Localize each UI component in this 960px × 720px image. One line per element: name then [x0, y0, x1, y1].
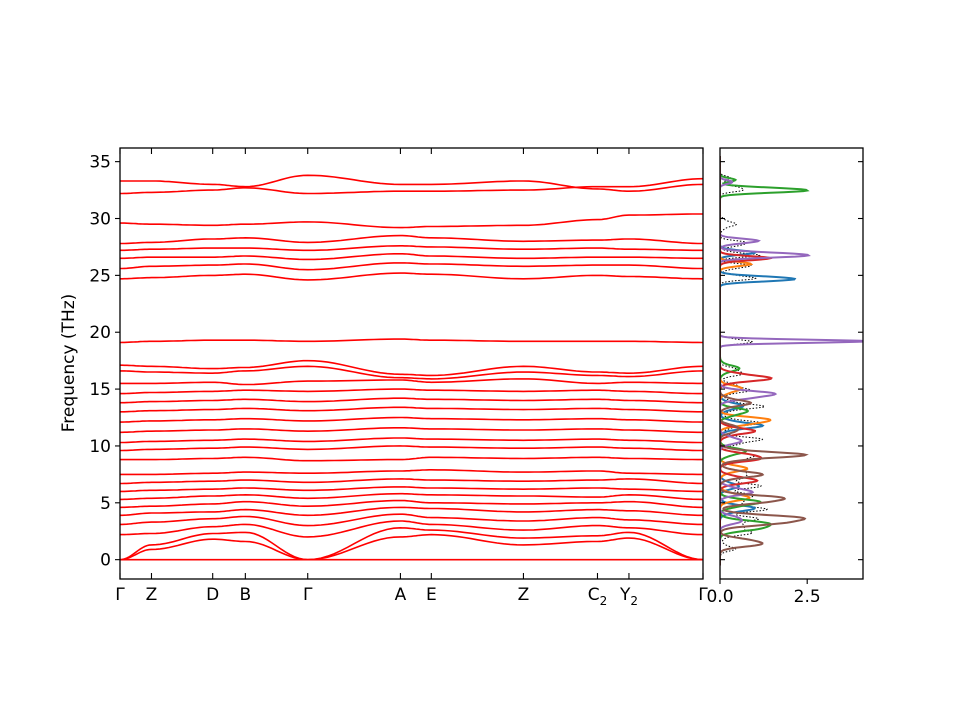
- band-line: [120, 533, 703, 561]
- high-symmetry-label: B: [240, 585, 252, 605]
- high-symmetry-label: Γ: [698, 585, 708, 605]
- band-line: [120, 499, 703, 509]
- band-line: [120, 174, 703, 192]
- dos-axis-ticks: 0.0 2.5: [706, 161, 863, 607]
- high-symmetry-label: Z: [146, 585, 158, 605]
- y-tick-label: 25: [89, 266, 111, 286]
- band-line: [120, 526, 703, 561]
- band-line: [120, 177, 703, 195]
- dos-x-tick-label: 2.5: [794, 587, 821, 607]
- band-lines: [120, 174, 703, 561]
- band-line: [120, 272, 703, 281]
- band-line: [120, 492, 703, 501]
- band-line: [120, 213, 703, 229]
- band-line: [120, 262, 703, 271]
- band-line: [120, 388, 703, 395]
- dos-x-tick-label: 0.0: [706, 587, 733, 607]
- y-tick-label: 20: [89, 323, 111, 343]
- y-tick-label: 30: [89, 210, 111, 230]
- high-symmetry-label: A: [395, 585, 407, 605]
- band-line: [120, 365, 703, 380]
- projected-dos-line: [720, 156, 809, 566]
- band-line: [120, 397, 703, 404]
- y-tick-label: 5: [100, 494, 111, 514]
- band-line: [120, 513, 703, 527]
- projected-dos-line: [720, 156, 772, 566]
- dos-axes-frame: [719, 147, 864, 580]
- band-line: [120, 338, 703, 344]
- band-line: [120, 445, 703, 452]
- band-line: [120, 456, 703, 462]
- y-tick-label: 0: [100, 551, 111, 571]
- band-line: [120, 437, 703, 444]
- high-symmetry-label: Z: [518, 585, 530, 605]
- band-line: [120, 469, 703, 476]
- band-axes-frame: [119, 147, 704, 580]
- band-line: [120, 416, 703, 423]
- high-symmetry-label: D: [206, 585, 219, 605]
- band-line: [120, 359, 703, 377]
- band-line: [120, 486, 703, 493]
- band-line: [120, 253, 703, 261]
- band-line: [120, 427, 703, 434]
- high-symmetry-label: E: [426, 585, 437, 605]
- y-axis-label: Frequency (THz): [59, 294, 79, 433]
- band-line: [120, 234, 703, 245]
- high-symmetry-label: Γ: [115, 585, 125, 605]
- band-line: [120, 478, 703, 485]
- y-tick-label: 10: [89, 437, 111, 457]
- band-line: [120, 378, 703, 386]
- y-tick-label: 15: [89, 380, 111, 400]
- y-tick-label: 35: [89, 153, 111, 173]
- band-line: [120, 520, 703, 538]
- band-line: [120, 506, 703, 517]
- band-line: [120, 406, 703, 413]
- projected-dos-line: [720, 156, 863, 566]
- dos-panel: 0.0 2.5: [706, 147, 864, 607]
- high-symmetry-label: Γ: [303, 585, 313, 605]
- band-line: [120, 245, 703, 252]
